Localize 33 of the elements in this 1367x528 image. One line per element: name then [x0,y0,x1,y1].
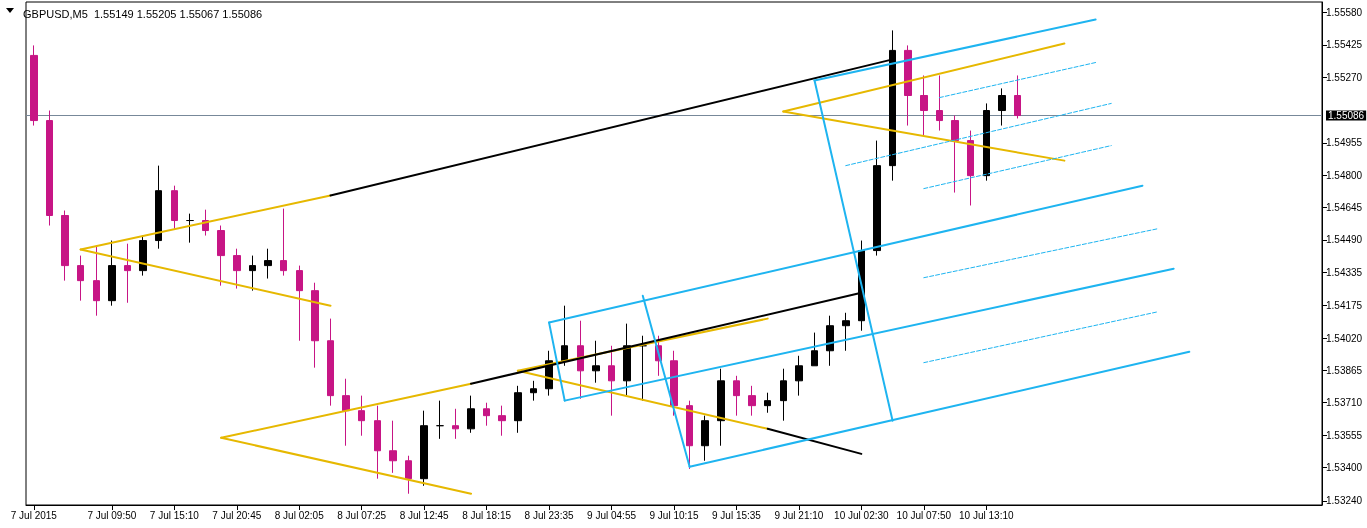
y-tick-label: 1.53865 [1326,364,1363,376]
x-tick-label: 8 Jul 18:15 [462,509,512,521]
y-tick-label: 1.54800 [1326,169,1363,181]
y-tick-label: 1.53400 [1326,461,1363,473]
x-tick-label: 8 Jul 02:05 [274,509,325,521]
y-tick-label: 1.54175 [1326,300,1363,312]
y-tick-label: 1.53555 [1326,429,1363,441]
x-tick-label: 8 Jul 23:35 [524,509,574,521]
x-tick-label: 10 Jul 13:10 [959,509,1014,521]
x-tick-label: 7 Jul 15:10 [149,509,200,521]
x-tick-label: 10 Jul 02:30 [834,509,890,521]
y-tick-label: 1.53240 [1326,495,1363,507]
text: GBPUSD,M5 1.55149 1.55205 1.55067 1.55086 [23,7,263,20]
y-tick-label: 1.54645 [1326,202,1363,214]
y-tick-label: 1.55580 [1326,6,1363,18]
x-tick-label: 7 Jul 09:50 [87,509,137,521]
x-tick-label: 8 Jul 07:25 [337,509,387,521]
x-tick-label: 9 Jul 10:15 [649,509,699,521]
x-tick-label: 9 Jul 15:35 [711,509,762,521]
x-tick-label: 9 Jul 21:10 [774,509,824,521]
x-tick-label: 10 Jul 07:50 [896,509,952,521]
x-tick-label: 7 Jul 20:45 [212,509,262,521]
y-tick-label: 1.54490 [1326,234,1363,246]
y-tick-label: 1.54955 [1326,137,1363,149]
x-tick-label: 9 Jul 04:55 [587,509,637,521]
x-tick-label: 8 Jul 12:45 [399,509,450,521]
y-tick-label: 1.55270 [1326,71,1363,83]
ref-line-label: 1.55086 [1328,110,1365,122]
y-tick-label: 1.54335 [1326,266,1363,278]
y-tick-label: 1.54020 [1326,332,1363,344]
x-tick-label: 7 Jul 2015 [10,509,58,521]
y-tick-label: 1.55425 [1326,39,1363,51]
y-tick-label: 1.53710 [1326,397,1363,409]
